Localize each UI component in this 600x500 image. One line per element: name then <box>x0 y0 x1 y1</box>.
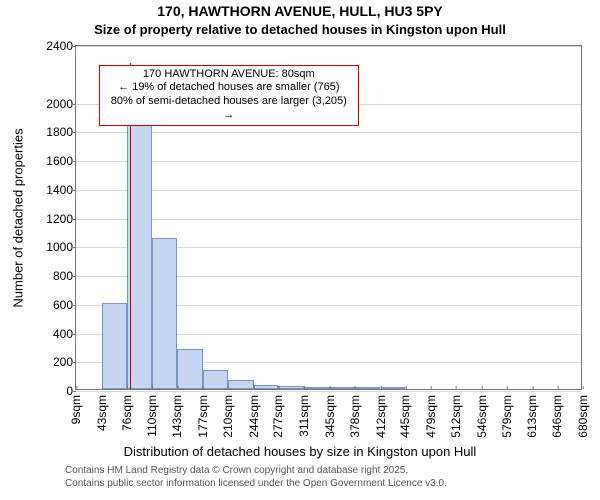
annotation-line-1: 170 HAWTHORN AVENUE: 80sqm <box>106 68 352 82</box>
y-tick-label: 1800 <box>46 125 73 139</box>
bar <box>203 370 228 389</box>
footer: Contains HM Land Registry data © Crown c… <box>65 465 447 490</box>
plot-area: 170 HAWTHORN AVENUE: 80sqm ← 19% of deta… <box>75 45 582 390</box>
y-tick-label: 1600 <box>46 154 73 168</box>
y-tick-label: 800 <box>53 269 73 283</box>
bar <box>177 349 203 389</box>
bar <box>102 303 127 389</box>
footer-line-2: Contains public sector information licen… <box>65 478 447 491</box>
y-tick-label: 2000 <box>46 97 73 111</box>
bar <box>152 238 177 389</box>
y-tick-label: 1200 <box>46 212 73 226</box>
gridline <box>76 46 581 47</box>
x-tick-label: 680sqm <box>562 389 600 409</box>
y-tick-label: 400 <box>53 327 73 341</box>
annotation-box: 170 HAWTHORN AVENUE: 80sqm ← 19% of deta… <box>99 65 359 126</box>
annotation-line-2: ← 19% of detached houses are smaller (76… <box>106 81 352 95</box>
y-tick-label: 1000 <box>46 240 73 254</box>
chart-root: 170, HAWTHORN AVENUE, HULL, HU3 5PY Size… <box>0 0 600 500</box>
y-tick-label: 1400 <box>46 183 73 197</box>
chart-subtitle: Size of property relative to detached ho… <box>0 22 600 37</box>
y-tick-label: 2400 <box>46 39 73 53</box>
y-tick-label: 200 <box>53 355 73 369</box>
annotation-line-3: 80% of semi-detached houses are larger (… <box>106 95 352 123</box>
bar <box>228 380 254 389</box>
chart-title: 170, HAWTHORN AVENUE, HULL, HU3 5PY <box>0 3 600 19</box>
y-axis-label: Number of detached properties <box>11 128 26 307</box>
footer-line-1: Contains HM Land Registry data © Crown c… <box>65 465 447 478</box>
y-tick-label: 600 <box>53 298 73 312</box>
x-axis-label: Distribution of detached houses by size … <box>0 444 600 459</box>
